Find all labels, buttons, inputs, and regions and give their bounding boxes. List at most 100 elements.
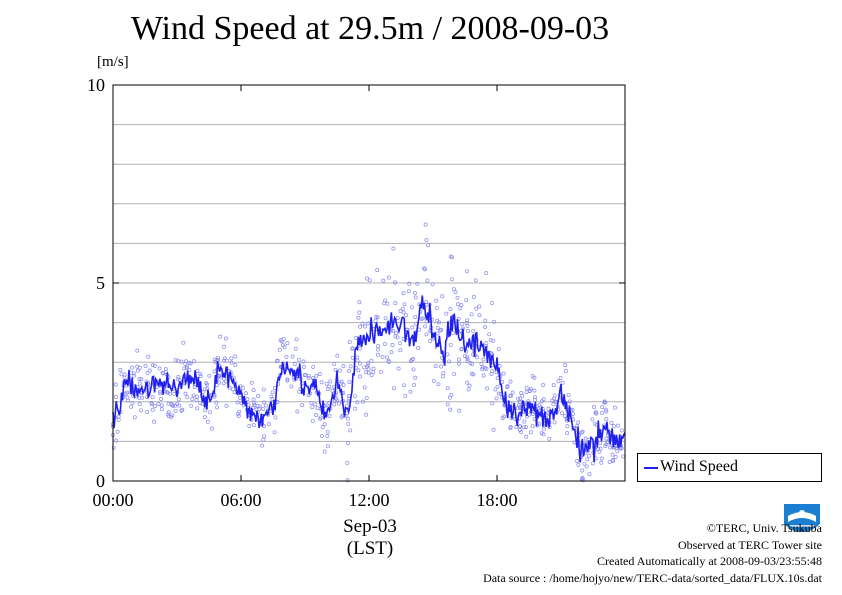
sample-point: [358, 361, 363, 366]
sample-point: [615, 423, 620, 428]
sample-point: [137, 377, 142, 382]
sample-point: [223, 379, 228, 384]
sample-point: [360, 321, 365, 326]
sample-point: [393, 280, 398, 285]
sample-point: [552, 393, 557, 398]
sample-point: [367, 278, 372, 283]
sample-point: [345, 441, 350, 445]
sample-point: [423, 222, 428, 227]
sample-point: [179, 359, 184, 364]
sample-point: [156, 402, 161, 406]
sample-point: [382, 342, 387, 347]
sample-point: [168, 391, 172, 396]
sample-point: [222, 344, 226, 349]
sample-point: [176, 377, 180, 382]
sample-point: [460, 322, 465, 326]
sample-point: [571, 411, 576, 416]
sample-point: [547, 436, 552, 441]
sample-point: [135, 368, 140, 373]
y-axis-unit-label: [m/s]: [97, 54, 129, 70]
sample-point: [465, 269, 469, 274]
sample-point: [471, 372, 476, 377]
sample-point: [413, 290, 417, 295]
sample-point: [238, 395, 242, 400]
sample-point: [315, 406, 320, 411]
sample-point: [415, 281, 420, 286]
sample-point: [594, 411, 599, 416]
sample-point: [428, 339, 433, 344]
sample-point: [424, 238, 429, 243]
sample-point: [152, 404, 157, 409]
sample-point: [492, 319, 497, 324]
sample-point: [435, 325, 440, 330]
sample-point: [273, 415, 278, 420]
sample-point: [383, 298, 388, 303]
sample-point: [567, 399, 572, 404]
sample-point: [579, 430, 584, 435]
sample-point: [358, 324, 363, 329]
sample-point: [500, 380, 505, 384]
sample-point: [611, 458, 615, 462]
sample-point: [179, 408, 184, 413]
sample-point: [570, 407, 575, 412]
sample-point: [519, 430, 524, 434]
sample-point: [195, 394, 200, 399]
sample-point: [559, 411, 564, 416]
sample-point: [350, 355, 355, 360]
sample-point: [166, 414, 171, 419]
sample-point: [357, 310, 362, 315]
sample-point: [450, 277, 455, 282]
sample-point: [605, 440, 610, 445]
sample-point: [565, 431, 570, 436]
sample-point: [252, 403, 257, 408]
sample-point: [369, 358, 374, 363]
sample-point: [619, 428, 624, 433]
sample-point: [237, 409, 242, 414]
data-source-text: Data source : /home/hojyo/new/TERC-data/…: [483, 570, 822, 585]
sample-point: [425, 278, 430, 283]
sample-point: [152, 419, 157, 424]
sample-point: [501, 371, 506, 376]
sample-point: [524, 385, 529, 390]
sample-point: [249, 380, 254, 385]
sample-point: [552, 420, 557, 425]
sample-point: [236, 413, 241, 418]
sample-point: [270, 397, 275, 401]
sample-point: [371, 366, 376, 371]
sample-point: [447, 395, 452, 400]
sample-point: [411, 367, 416, 372]
sample-point: [480, 365, 485, 370]
sample-point: [456, 317, 461, 322]
sample-point: [332, 402, 337, 407]
sample-point: [187, 360, 192, 365]
sample-point: [585, 457, 590, 462]
sample-point: [393, 301, 398, 306]
sample-point: [445, 386, 450, 391]
sample-point: [537, 422, 542, 427]
sample-point: [484, 271, 489, 276]
sample-point: [361, 399, 365, 404]
sample-point: [182, 366, 187, 371]
sample-point: [202, 415, 207, 420]
sample-point: [565, 424, 570, 429]
sample-point: [166, 412, 171, 417]
sample-point: [392, 386, 396, 391]
x-axis-date-label: Sep-03: [343, 516, 397, 537]
terc-logo-icon: [784, 504, 820, 532]
sample-point: [171, 403, 176, 408]
sample-point: [438, 328, 443, 333]
sample-point: [524, 425, 528, 430]
sample-point: [375, 268, 380, 273]
sample-point: [330, 388, 335, 393]
sample-point: [494, 396, 499, 401]
scatter-points: [111, 222, 626, 483]
y-tick-label: 5: [96, 273, 105, 293]
sample-point: [395, 315, 400, 320]
sample-point: [346, 421, 351, 426]
sample-point: [445, 402, 450, 407]
sample-point: [448, 254, 453, 259]
sample-point: [524, 434, 529, 439]
sample-point: [527, 389, 532, 394]
sample-point: [166, 410, 171, 415]
sample-point: [270, 390, 275, 395]
